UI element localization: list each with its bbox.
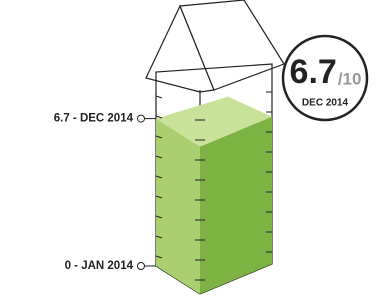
annotation-label: 6.7 - DEC 2014 [54, 113, 134, 125]
badge-value: 6.7 [290, 53, 337, 91]
fill-front [156, 119, 200, 294]
annotation-dot [138, 263, 145, 270]
badge-date: DEC 2014 [302, 98, 349, 109]
fill-side [200, 117, 272, 294]
badge: 6.7 /10 DEC 2014 [283, 36, 367, 120]
annotation-dot [138, 115, 145, 122]
badge-max: /10 [338, 69, 362, 88]
page: {"chart_data": {"type": "gauge", "value"… [0, 0, 385, 304]
annotation-label: 0 - JAN 2014 [65, 260, 134, 272]
infographic: 6.7 - DEC 2014 0 - JAN 2014 6.7 /10 DEC 2… [0, 0, 385, 304]
house-roof [146, 0, 284, 92]
wall-tick [156, 96, 162, 98]
